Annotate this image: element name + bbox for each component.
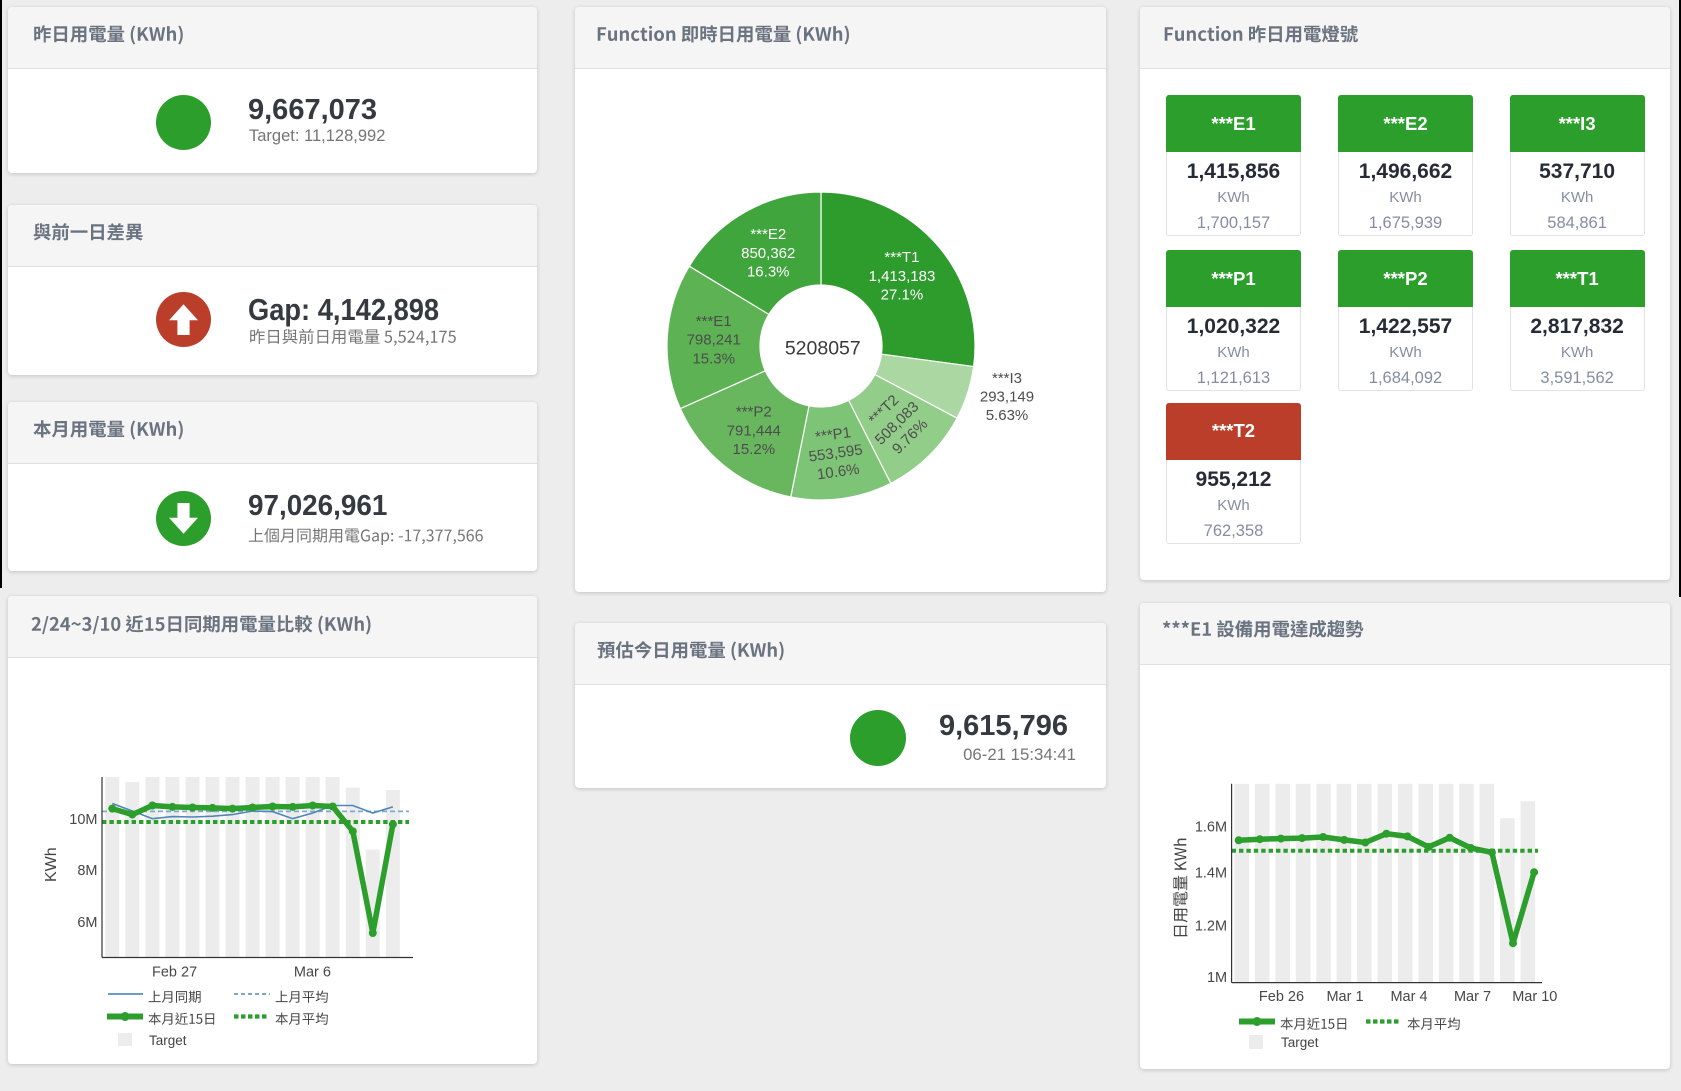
svg-text:6M: 6M [77, 915, 97, 931]
svg-text:1M: 1M [1207, 970, 1227, 986]
svg-text:***E1: ***E1 [696, 313, 732, 330]
svg-text:10M: 10M [69, 812, 97, 828]
svg-text:***P1: ***P1 [814, 424, 852, 446]
svg-text:Mar 6: Mar 6 [294, 964, 331, 980]
svg-text:15.3%: 15.3% [692, 350, 735, 367]
svg-text:10.6%: 10.6% [816, 461, 860, 484]
svg-text:5208057: 5208057 [785, 338, 861, 360]
svg-text:1.6M: 1.6M [1195, 820, 1227, 836]
svg-text:1,413,183: 1,413,183 [869, 268, 936, 285]
svg-text:15.2%: 15.2% [733, 441, 776, 458]
svg-text:***T1: ***T1 [884, 249, 919, 266]
svg-text:Feb 26: Feb 26 [1259, 989, 1304, 1005]
svg-text:850,362: 850,362 [741, 245, 795, 262]
svg-text:***I3: ***I3 [992, 370, 1022, 387]
svg-text:***P2: ***P2 [736, 404, 772, 421]
svg-text:5.63%: 5.63% [986, 407, 1029, 424]
svg-text:Feb 27: Feb 27 [152, 964, 197, 980]
svg-text:16.3%: 16.3% [747, 264, 790, 281]
svg-text:27.1%: 27.1% [881, 286, 924, 303]
svg-text:1.4M: 1.4M [1195, 866, 1227, 882]
svg-text:Mar 7: Mar 7 [1454, 989, 1491, 1005]
svg-text:798,241: 798,241 [687, 332, 741, 349]
svg-text:1.2M: 1.2M [1195, 919, 1227, 935]
svg-text:8M: 8M [77, 863, 97, 879]
svg-text:Mar 4: Mar 4 [1390, 989, 1427, 1005]
svg-text:791,444: 791,444 [727, 422, 781, 439]
svg-text:Mar 10: Mar 10 [1512, 989, 1557, 1005]
svg-text:Mar 1: Mar 1 [1326, 989, 1363, 1005]
svg-text:293,149: 293,149 [980, 389, 1034, 406]
svg-text:***E2: ***E2 [750, 226, 786, 243]
